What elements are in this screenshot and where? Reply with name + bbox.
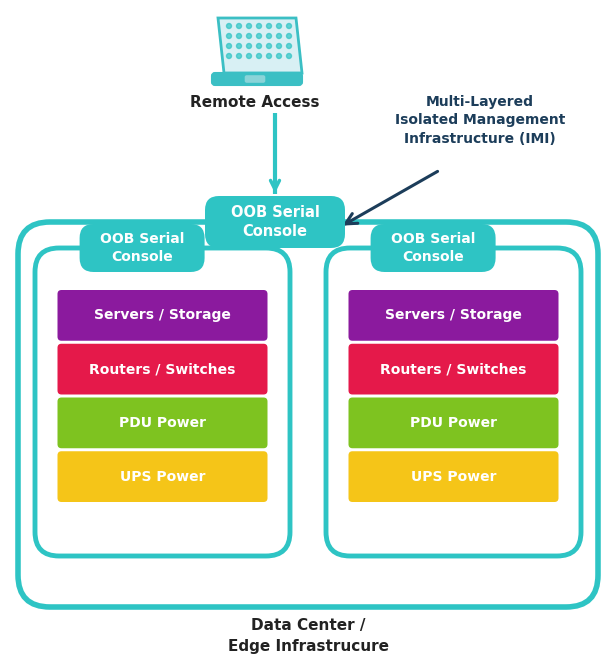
Circle shape (237, 34, 241, 38)
Circle shape (246, 34, 251, 38)
FancyBboxPatch shape (57, 451, 267, 502)
FancyBboxPatch shape (371, 224, 496, 272)
Circle shape (227, 24, 232, 28)
Polygon shape (218, 18, 302, 73)
Text: PDU Power: PDU Power (119, 416, 206, 430)
Circle shape (267, 24, 272, 28)
Text: OOB Serial
Console: OOB Serial Console (100, 233, 184, 264)
Circle shape (267, 34, 272, 38)
FancyBboxPatch shape (205, 196, 345, 248)
FancyBboxPatch shape (212, 73, 302, 85)
Text: Data Center /
Edge Infrastrucure: Data Center / Edge Infrastrucure (227, 618, 389, 654)
Circle shape (286, 54, 291, 59)
Text: Routers / Switches: Routers / Switches (380, 362, 527, 376)
Circle shape (267, 54, 272, 59)
FancyBboxPatch shape (349, 397, 559, 448)
Circle shape (237, 24, 241, 28)
Circle shape (277, 24, 282, 28)
FancyBboxPatch shape (57, 290, 267, 341)
Circle shape (227, 54, 232, 59)
Circle shape (277, 54, 282, 59)
Text: Servers / Storage: Servers / Storage (94, 309, 231, 323)
FancyBboxPatch shape (349, 344, 559, 395)
Circle shape (277, 34, 282, 38)
Text: Remote Access: Remote Access (190, 95, 320, 110)
Circle shape (256, 44, 262, 48)
Circle shape (227, 34, 232, 38)
Circle shape (267, 44, 272, 48)
Text: UPS Power: UPS Power (120, 469, 205, 484)
Circle shape (237, 54, 241, 59)
Circle shape (256, 24, 262, 28)
Circle shape (286, 34, 291, 38)
Text: Routers / Switches: Routers / Switches (89, 362, 236, 376)
FancyBboxPatch shape (79, 224, 205, 272)
FancyBboxPatch shape (57, 397, 267, 448)
FancyBboxPatch shape (349, 451, 559, 502)
Circle shape (277, 44, 282, 48)
Text: Multi-Layered
Isolated Management
Infrastructure (IMI): Multi-Layered Isolated Management Infras… (395, 95, 565, 146)
Circle shape (227, 44, 232, 48)
Text: PDU Power: PDU Power (410, 416, 497, 430)
FancyBboxPatch shape (57, 344, 267, 395)
Circle shape (246, 54, 251, 59)
Text: OOB Serial
Console: OOB Serial Console (230, 205, 320, 239)
FancyBboxPatch shape (245, 75, 265, 83)
Circle shape (237, 44, 241, 48)
Circle shape (246, 24, 251, 28)
Circle shape (256, 54, 262, 59)
Circle shape (246, 44, 251, 48)
Circle shape (256, 34, 262, 38)
Text: OOB Serial
Console: OOB Serial Console (391, 233, 476, 264)
Circle shape (286, 24, 291, 28)
Text: UPS Power: UPS Power (411, 469, 496, 484)
FancyBboxPatch shape (349, 290, 559, 341)
Text: Servers / Storage: Servers / Storage (385, 309, 522, 323)
Circle shape (286, 44, 291, 48)
